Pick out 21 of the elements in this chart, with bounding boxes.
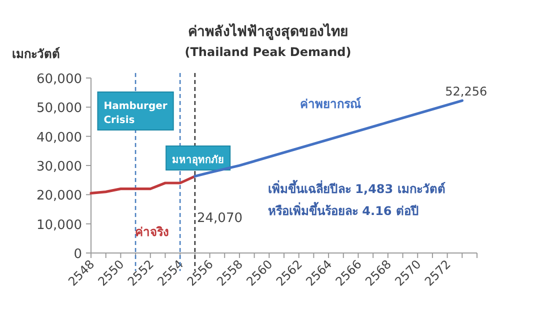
y-tick-label: 10,000: [36, 218, 82, 233]
line-series: [90, 175, 196, 194]
y-axis-title: เมกะวัตต์: [12, 47, 60, 61]
series-label: ค่าพยากรณ์: [300, 97, 361, 111]
text: ค่าจริง: [135, 225, 169, 239]
ref-line-label: Hamburger Crisis: [104, 101, 168, 126]
y-tick-label: 40,000: [36, 130, 82, 146]
ref-label: มหาอุทกภัย: [166, 146, 231, 170]
y-tick-label: 30,000: [36, 160, 82, 174]
annotation: 24,070: [197, 211, 242, 226]
ref-label: Hamburger Crisis: [97, 92, 174, 130]
y-tick-label: 50,000: [36, 101, 82, 116]
annotation: 52,256: [445, 84, 488, 99]
y-tick-label: 0: [74, 247, 82, 262]
annotation: เพิ่มขึ้นเฉลี่ยปีละ 1,483 เมกะวัตต์: [268, 179, 446, 196]
y-tick-label: 60,000: [36, 72, 82, 87]
chart-title: ค่าพลังไฟฟ้าสูงสุดของไทย: [188, 22, 348, 40]
annotation: หรือเพิ่มขึ้นร้อยละ 4.16 ต่อปี: [268, 201, 419, 218]
chart-subtitle: (Thailand Peak Demand): [184, 45, 352, 59]
ref-line-label: มหาอุทกภัย: [172, 154, 224, 166]
y-tick-label: 20,000: [36, 188, 82, 204]
